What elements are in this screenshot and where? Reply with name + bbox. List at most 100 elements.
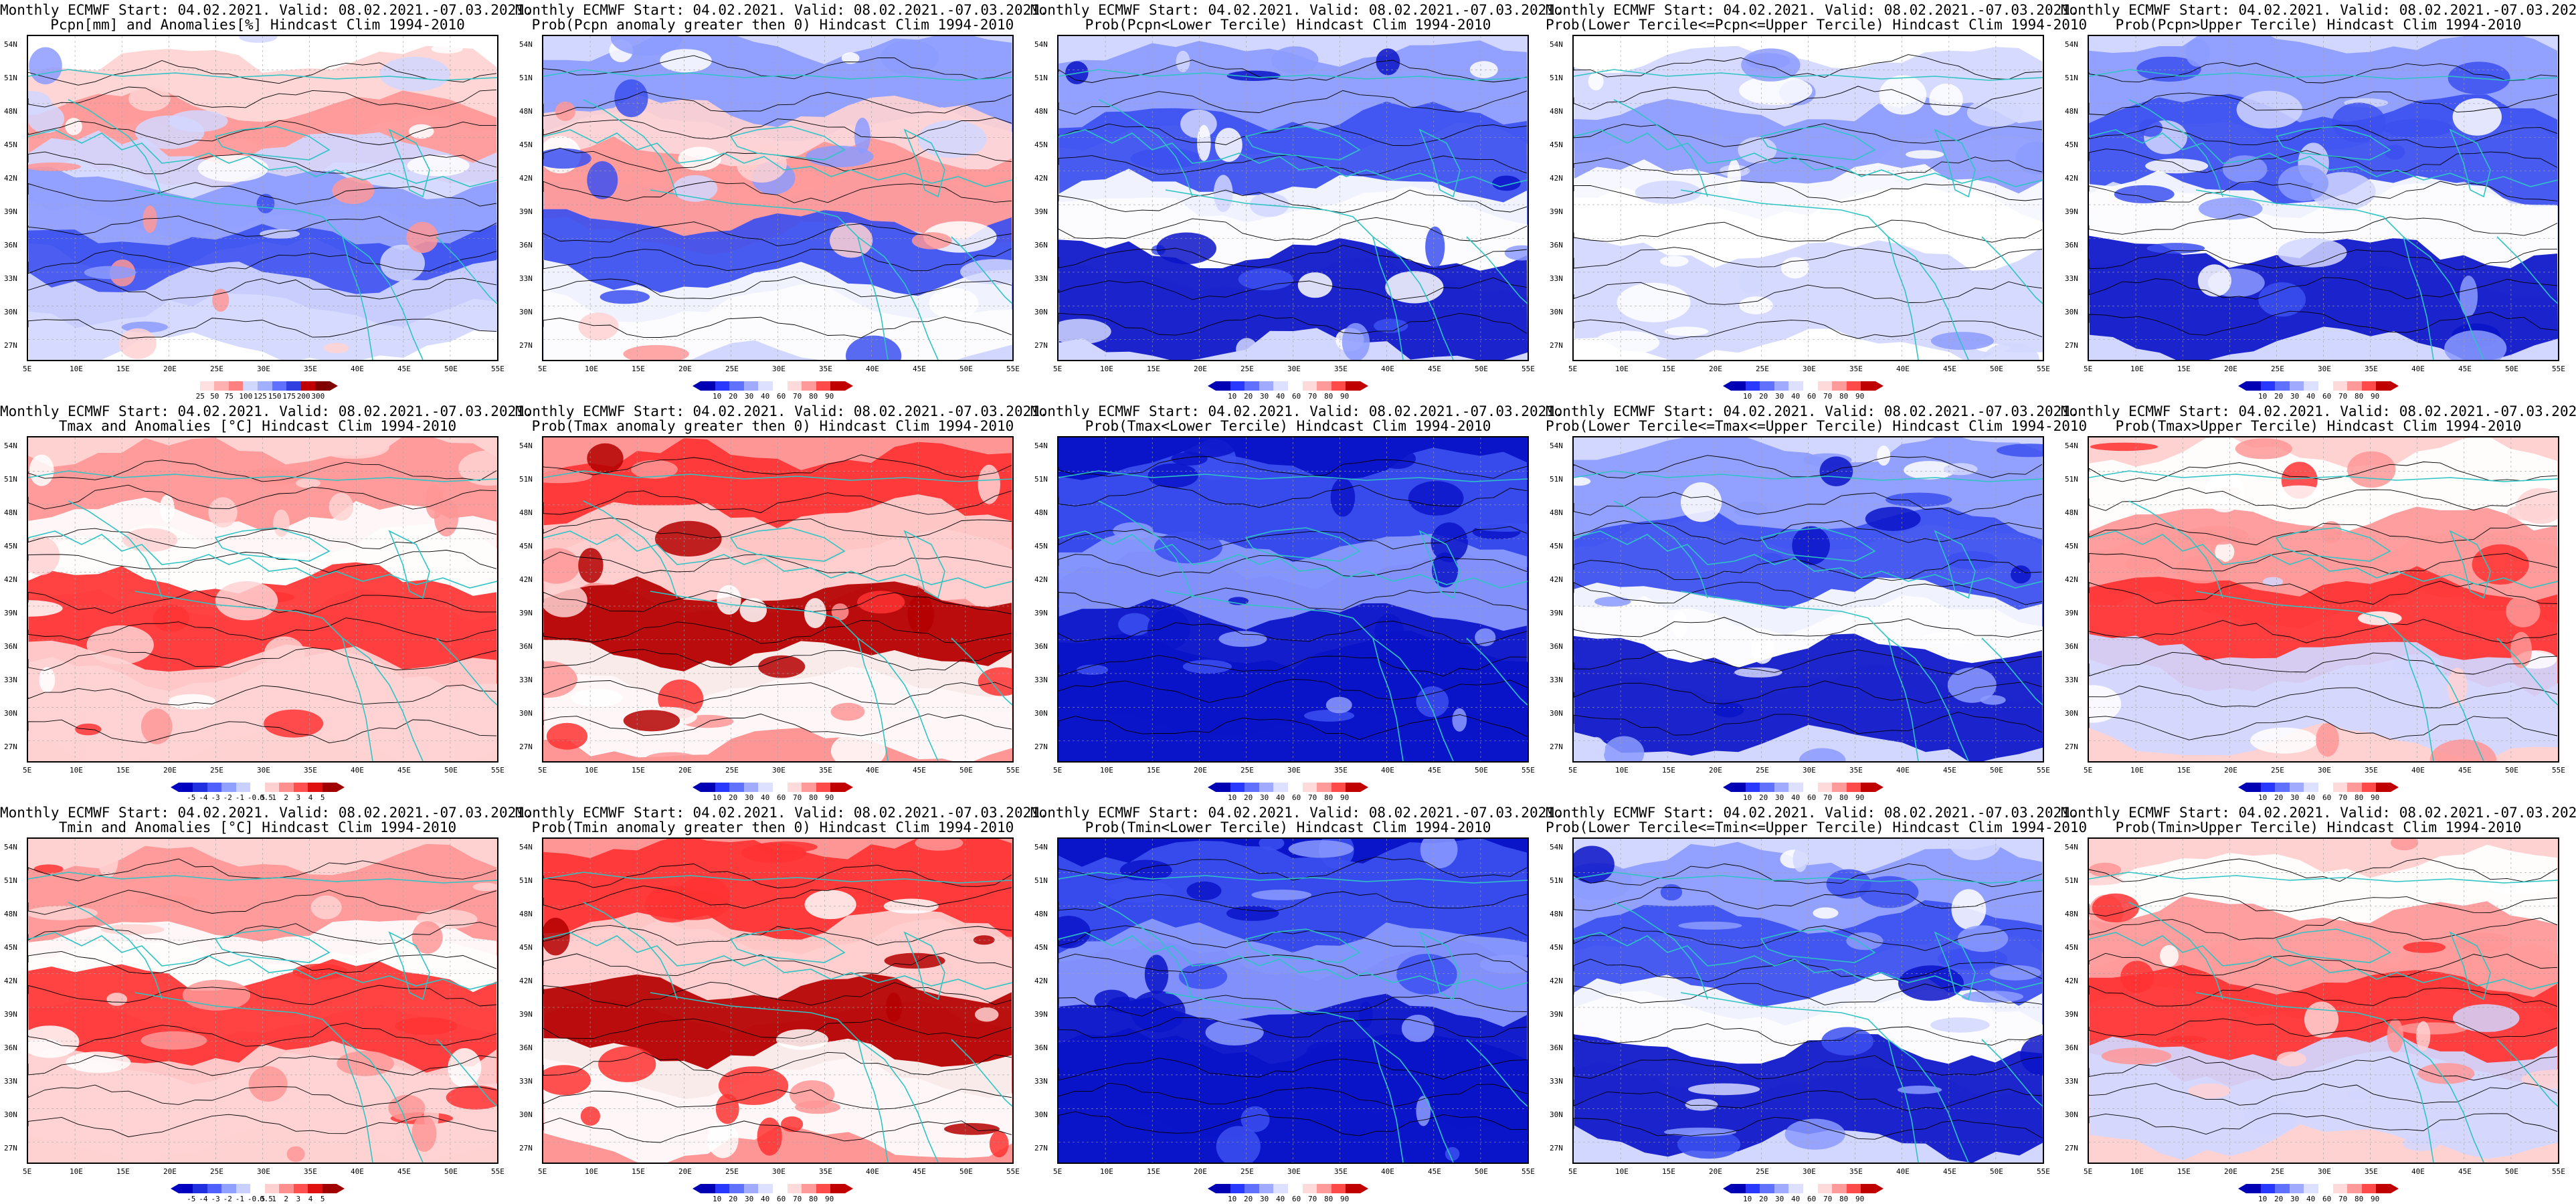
colorbar-swatch [308,1184,323,1193]
shaded-patch [1295,36,1366,42]
coastline [1760,527,1876,562]
shaded-patch [1420,839,1458,869]
longitude-label: 30E [257,766,270,775]
colorbar-swatch [1788,381,1803,391]
longitude-label: 40E [866,365,879,373]
colorbar-swatch [2376,783,2391,792]
latitude-label: 36N [1550,1043,1563,1052]
isoline-contour [1574,680,2043,704]
shaded-patch [578,548,604,583]
colorbar-tick-label: -2 [223,1195,232,1203]
isoline-contour [2089,462,2558,482]
shaded-patch [758,655,806,678]
colorbar-tick-label: 40 [1276,1195,1285,1203]
colorbar-tick-label: 90 [2371,392,2380,401]
coastline [1613,99,1708,197]
colorbar-swatch [2289,1184,2304,1193]
colorbar-swatch [2304,381,2318,391]
colorbar-swatch [1731,381,1746,391]
isoline-contour [2089,124,2558,148]
isoline-contour [28,528,497,550]
shaded-patch [830,732,886,761]
latitude-label: 42N [1034,174,1048,183]
colorbar-swatch [1803,1184,1818,1193]
shaded-patch [841,52,860,64]
coastline [342,1039,424,1163]
colorbar-tick-label: 10 [713,793,722,802]
isoline-contour [1059,245,1528,270]
coastline [68,99,163,197]
shaded-patch [1727,159,1741,197]
isoline-contour [28,684,497,706]
map-plot-area [28,36,497,360]
shaded-patch [1330,478,1356,517]
shaded-patch [1937,947,2008,970]
colorbar [2238,1184,2399,1193]
longitude-label: 25E [2271,1167,2284,1176]
colorbar-swatch [1331,1184,1346,1193]
latitude-label: 33N [4,1077,17,1086]
latitude-label: 39N [1550,609,1563,617]
shaded-patch [28,1025,80,1058]
map-plot-area [1574,839,2043,1163]
colorbar-tick-label: 1 [272,1195,276,1203]
latitude-label: 54N [4,843,17,851]
latitude-label: 45N [1034,542,1048,550]
longitude-label: 25E [725,365,739,373]
shaded-patch [167,694,217,710]
isoline-contour [28,1084,497,1107]
coastline [1098,902,1193,1000]
longitude-label: 30E [2318,1167,2331,1176]
colorbar-lower-arrow [693,381,701,391]
map-panel: Monthly ECMWF Start: 04.02.2021. Valid: … [1546,803,2087,1204]
coastline [729,126,846,161]
colorbar-swatch [802,1184,816,1193]
colorbar-swatch [2361,783,2377,792]
colorbar-swatch [1832,783,1847,792]
shaded-patch [2185,39,2210,67]
colorbar-swatch [1230,1184,1245,1193]
longitude-label: 45E [1943,766,1956,775]
latitude-label: 45N [1034,943,1048,952]
isoline-contour [28,484,497,510]
isoline-contour [1574,558,2043,581]
longitude-label: 30E [1287,766,1301,775]
longitude-label: 10E [1615,766,1629,775]
shaded-patch [755,841,818,853]
colorbar-swatch [816,381,831,391]
shaded-patch [543,661,577,698]
shaded-patch [2236,90,2302,129]
coastline [2195,591,2411,666]
latitude-label: 36N [1034,241,1048,249]
longitude-label: 50E [1475,766,1488,775]
colorbar-tick-label: 90 [1340,793,1350,802]
colorbar-tick-label: 10 [2258,1195,2268,1203]
colorbar-lower-arrow [171,1184,179,1193]
shaded-patch [1966,98,2023,127]
forecast-map [2088,35,2559,361]
latitude-label: 39N [4,609,17,617]
longitude-label: 20E [2224,365,2237,373]
isoline-contour [2089,983,2558,1007]
colorbar-swatch [1846,381,1861,391]
shaded-patch [1756,553,1783,564]
isoline-contour [2089,277,2558,300]
coastline [2128,500,2223,599]
colorbar-swatch [816,1184,831,1193]
colorbar-tick-label: 40 [2306,1195,2316,1203]
colorbar-swatch [772,381,788,391]
shaded-patch [66,1051,131,1073]
colorbar-swatch [802,783,816,792]
colorbar [1208,381,1368,391]
colorbar-tick-label: 40 [1276,392,1285,401]
shaded-patch [2391,839,2419,851]
shaded-patch [2090,442,2158,452]
coastline [583,99,678,197]
isoline-contour [1574,863,2043,888]
colorbar-tick-label: 200 [296,392,310,401]
colorbar-swatch [286,381,301,391]
colorbar-swatch [2304,783,2318,792]
colorbar-upper-arrow [336,783,345,792]
latitude-label: 48N [2065,107,2078,116]
coastline [951,236,1012,304]
